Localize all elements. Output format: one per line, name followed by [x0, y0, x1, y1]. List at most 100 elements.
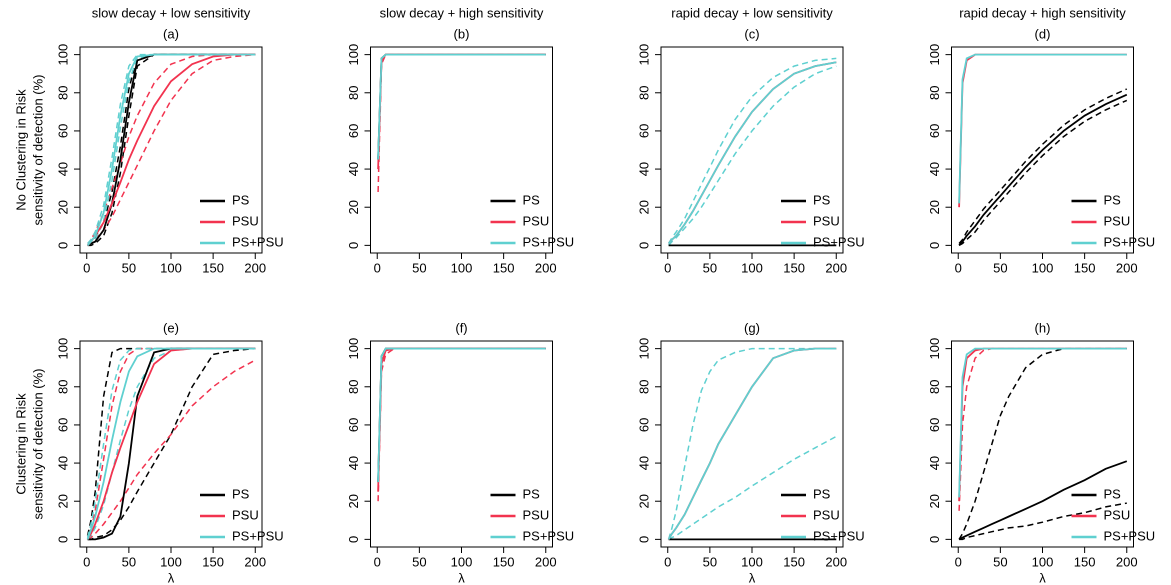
panel-subtitle: (c) — [744, 26, 759, 41]
y-tick-label: 0 — [55, 242, 70, 249]
y-tick-label: 100 — [55, 44, 70, 66]
x-tick-label: 100 — [1032, 554, 1054, 569]
panel-subtitle: (a) — [163, 26, 179, 41]
x-tick-label: 200 — [535, 260, 557, 275]
x-axis-label: λ — [749, 570, 756, 585]
series-line — [377, 53, 546, 160]
y-tick-label: 0 — [927, 242, 942, 249]
series-line — [958, 347, 1127, 498]
series-line — [667, 61, 837, 245]
y-tick-label: 80 — [55, 86, 70, 100]
legend-label: PS+PSU — [523, 528, 575, 543]
legend-label: PS — [523, 192, 541, 207]
x-tick-label: 200 — [535, 554, 557, 569]
band-line — [86, 53, 256, 246]
panel-subtitle: (g) — [744, 320, 760, 335]
y-tick-label: 20 — [927, 200, 942, 214]
y-tick-label: 0 — [636, 536, 651, 543]
y-axis-label: sensitivity of detection (%) — [30, 368, 45, 519]
x-tick-label: 100 — [741, 554, 763, 569]
band-line — [87, 53, 256, 247]
x-tick-label: 200 — [244, 260, 266, 275]
series-line — [377, 53, 546, 170]
x-tick-label: 100 — [160, 554, 182, 569]
y-tick-label: 40 — [346, 162, 361, 176]
band-line — [377, 347, 546, 502]
series-line — [958, 53, 1127, 208]
legend-label: PS+PSU — [813, 528, 865, 543]
series-line — [86, 53, 256, 247]
y-tick-label: 100 — [636, 44, 651, 66]
series-line — [667, 61, 837, 245]
x-tick-label: 100 — [451, 554, 473, 569]
band-line — [86, 347, 256, 540]
x-tick-label: 200 — [825, 554, 847, 569]
legend-label: PS — [1104, 192, 1122, 207]
y-tick-label: 100 — [636, 338, 651, 360]
y-tick-label: 20 — [927, 494, 942, 508]
series-line — [86, 53, 256, 247]
legend-label: PS+PSU — [813, 234, 865, 249]
band-line — [86, 347, 256, 536]
band-line — [377, 53, 546, 193]
y-tick-label: 0 — [55, 536, 70, 543]
y-tick-label: 100 — [927, 44, 942, 66]
legend-label: PSU — [232, 507, 259, 522]
x-tick-label: 0 — [664, 554, 671, 569]
band-line — [87, 53, 256, 244]
y-tick-label: 100 — [346, 44, 361, 66]
series-line — [377, 53, 546, 160]
series-line — [86, 347, 256, 540]
band-line — [958, 347, 1127, 511]
legend-label: PS+PSU — [232, 234, 284, 249]
y-tick-label: 20 — [55, 200, 70, 214]
series-line — [86, 347, 256, 540]
y-tick-label: 100 — [346, 338, 361, 360]
band-line — [667, 57, 837, 244]
y-tick-label: 100 — [55, 338, 70, 360]
y-tick-label: 20 — [346, 200, 361, 214]
x-tick-label: 200 — [244, 554, 266, 569]
y-tick-label: 40 — [636, 162, 651, 176]
y-tick-label: 80 — [346, 86, 361, 100]
y-tick-label: 60 — [55, 124, 70, 138]
band-line — [87, 53, 256, 246]
legend-label: PSU — [523, 213, 550, 228]
panel-subtitle: (d) — [1035, 26, 1051, 41]
x-tick-label: 100 — [451, 260, 473, 275]
x-tick-label: 200 — [1116, 260, 1138, 275]
series-line — [87, 53, 256, 247]
x-tick-label: 50 — [412, 554, 426, 569]
x-axis-label: λ — [168, 570, 175, 585]
y-tick-label: 60 — [636, 418, 651, 432]
y-tick-label: 60 — [346, 124, 361, 138]
band-line — [958, 347, 1127, 540]
y-tick-label: 20 — [636, 494, 651, 508]
x-tick-label: 50 — [993, 554, 1007, 569]
legend-label: PS — [232, 486, 250, 501]
series-line — [958, 347, 1127, 502]
x-tick-label: 0 — [83, 554, 90, 569]
band-line — [958, 99, 1128, 247]
band-line — [958, 88, 1128, 244]
legend-label: PSU — [1104, 213, 1131, 228]
x-tick-label: 150 — [202, 554, 224, 569]
legend-label: PS — [813, 192, 831, 207]
y-tick-label: 80 — [346, 380, 361, 394]
x-tick-label: 150 — [493, 260, 515, 275]
y-tick-label: 60 — [346, 418, 361, 432]
band-line — [668, 435, 837, 541]
y-axis-label: Clustering in Risk — [13, 393, 28, 495]
y-tick-label: 0 — [636, 242, 651, 249]
legend-label: PS+PSU — [232, 528, 284, 543]
y-axis-label: sensitivity of detection (%) — [30, 74, 45, 225]
series-line — [958, 53, 1127, 204]
legend-label: PSU — [232, 213, 259, 228]
legend-label: PSU — [523, 507, 550, 522]
band-line — [959, 502, 1127, 541]
x-tick-label: 0 — [664, 260, 671, 275]
x-tick-label: 0 — [374, 554, 381, 569]
y-tick-label: 0 — [346, 536, 361, 543]
x-tick-label: 0 — [955, 554, 962, 569]
legend-label: PS — [232, 192, 250, 207]
